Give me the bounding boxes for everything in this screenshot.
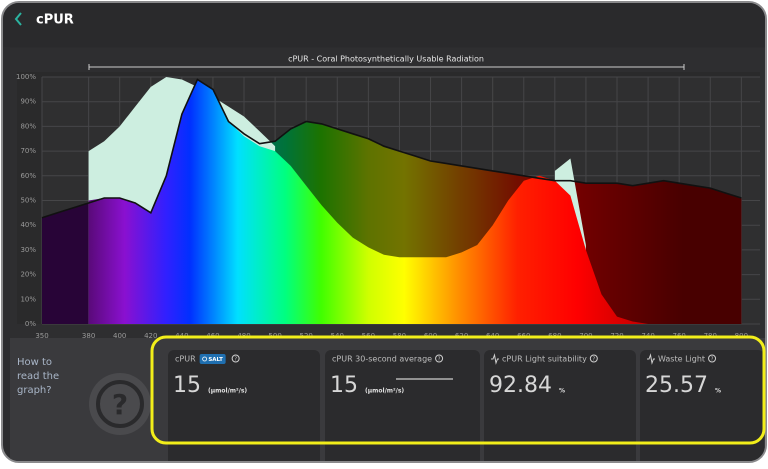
card-unit: % — [559, 388, 565, 395]
y-tick-label: 70% — [20, 147, 36, 155]
card-value: 25.57 — [645, 373, 708, 398]
info-icon[interactable] — [708, 354, 717, 363]
info-icon-mark: ? — [592, 357, 595, 363]
x-tick-label: 420 — [144, 332, 157, 340]
card-label: cPUR 30-second average — [332, 355, 432, 364]
info-icon[interactable] — [231, 354, 240, 363]
card-value: 15 — [330, 373, 358, 398]
chart: 0% 10% 20% 30% 40% 50% 60% 70% 80% 90% 100% 350 380 4… — [16, 72, 760, 340]
y-tick-label: 0% — [25, 320, 36, 328]
card-label: cPUR Light suitability — [502, 355, 587, 364]
y-tick-label: 100% — [16, 73, 36, 81]
info-icon-mark: ? — [234, 357, 237, 363]
y-tick-label: 40% — [20, 221, 36, 229]
card — [168, 350, 320, 461]
cards: cPUR SALT ? 15 (μmol/m²/s) cPUR 30-second ave… — [168, 350, 764, 461]
help-icon-mark: ? — [112, 388, 128, 421]
badge-text: SALT — [208, 357, 223, 363]
card-label: cPUR — [175, 355, 196, 364]
badge — [199, 354, 226, 364]
card — [484, 350, 636, 461]
card — [325, 350, 480, 461]
back-button[interactable] — [14, 12, 22, 26]
y-tick-label: 60% — [20, 172, 36, 180]
y-tick-label: 10% — [20, 295, 36, 303]
x-tick-label: 350 — [35, 332, 48, 340]
help-icon — [96, 380, 144, 428]
badge-dot — [202, 356, 208, 362]
page-title: cPUR — [36, 13, 74, 28]
card-value: 15 — [173, 373, 201, 398]
card-unit: % — [715, 388, 721, 395]
y-tick-label: 80% — [20, 122, 36, 130]
chart-title: cPUR - Coral Photosynthetically Usable R… — [288, 55, 484, 64]
info-icon[interactable] — [589, 354, 598, 363]
card-unit: (μmol/m²/s) — [208, 388, 247, 395]
info-icon-mark: ? — [711, 357, 714, 363]
y-tick-label: 20% — [20, 271, 36, 279]
highlight — [150, 335, 766, 445]
card-value: 92.84 — [489, 373, 552, 398]
header-bar — [3, 3, 765, 47]
card-unit: (μmol/m²/s) — [365, 388, 404, 395]
spectrum-area — [88, 79, 680, 324]
x-tick-label: 380 — [82, 332, 95, 340]
card — [640, 350, 764, 461]
pulse-icon — [491, 353, 499, 365]
info-icon-mark: ? — [438, 357, 441, 363]
x-tick-label: 400 — [113, 332, 126, 340]
card-label: Waste Light — [658, 355, 705, 364]
help-text[interactable]: How to read the graph? — [17, 357, 59, 396]
pulse-icon — [647, 353, 655, 365]
y-tick-label: 50% — [20, 197, 36, 205]
y-tick-label: 90% — [20, 98, 36, 106]
info-icon[interactable] — [435, 354, 444, 363]
y-tick-label: 30% — [20, 246, 36, 254]
curve-line — [41, 78, 742, 219]
